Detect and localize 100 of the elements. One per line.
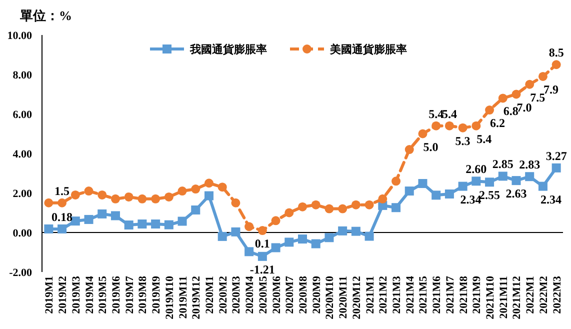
point	[338, 204, 348, 214]
point	[298, 202, 307, 212]
point	[512, 176, 521, 186]
point	[485, 178, 494, 187]
y-tick-label: 0.00	[12, 228, 32, 240]
point	[271, 216, 280, 226]
point	[418, 129, 428, 138]
y-tick-label: 8.00	[12, 70, 32, 82]
point	[552, 163, 561, 172]
point	[432, 121, 441, 130]
point	[178, 216, 187, 226]
point	[164, 220, 174, 230]
data-label: 3.27	[546, 148, 567, 163]
point	[98, 190, 107, 200]
point	[311, 239, 320, 248]
x-tick-label: 2021M7	[444, 276, 456, 314]
x-tick-label: 2019M7	[124, 276, 136, 314]
point	[178, 186, 187, 196]
point	[284, 238, 294, 247]
x-tick-label: 2020M4	[244, 276, 256, 314]
x-tick-label: 2019M4	[84, 276, 96, 314]
point	[498, 172, 508, 181]
x-tick-label: 2020M1	[204, 276, 216, 314]
point	[538, 182, 548, 191]
x-tick-label: 2020M10	[324, 276, 336, 320]
x-tick-label: 2021M9	[471, 276, 484, 314]
point	[392, 176, 401, 186]
point	[324, 204, 334, 214]
point	[124, 192, 134, 202]
point	[70, 190, 80, 200]
point	[324, 233, 334, 242]
point	[525, 172, 534, 182]
point	[311, 200, 320, 210]
data-label: 5.4	[442, 106, 457, 121]
data-label: 8.5	[548, 46, 564, 60]
point	[392, 203, 401, 212]
point	[84, 214, 94, 224]
x-tick-label: 2021M4	[404, 276, 416, 314]
data-label: 2.85	[492, 157, 514, 172]
data-label: 5.3	[455, 134, 470, 148]
x-tick-label: 2020M6	[270, 276, 283, 314]
x-tick-label: 2021M8	[458, 276, 470, 314]
data-label: -1.21	[250, 262, 275, 276]
data-label: 1.5	[54, 184, 70, 198]
point	[84, 186, 94, 196]
point	[258, 252, 267, 261]
x-tick-label: 2021M5	[418, 276, 430, 314]
point	[444, 189, 454, 198]
point	[404, 145, 414, 154]
x-tick-label: 2021M2	[378, 276, 390, 314]
point	[151, 194, 160, 204]
point	[164, 192, 174, 202]
point	[472, 121, 481, 130]
x-tick-label: 2020M7	[284, 276, 296, 314]
x-tick-label: 2020M11	[338, 276, 350, 319]
point	[298, 234, 307, 244]
x-tick-label: 2020M5	[257, 276, 270, 314]
point	[458, 123, 468, 132]
point	[204, 178, 214, 188]
point	[351, 200, 360, 210]
y-tick-label: 4.00	[12, 148, 32, 160]
x-tick-label: 2022M1	[524, 276, 537, 314]
y-tick-label: 2.00	[12, 188, 32, 200]
x-tick-label: 2019M6	[110, 276, 122, 314]
point	[485, 106, 494, 115]
x-tick-label: 2019M10	[164, 276, 176, 320]
point	[218, 232, 227, 241]
point	[110, 194, 120, 204]
point	[124, 220, 134, 230]
data-label: 2.60	[466, 162, 487, 176]
point	[418, 179, 428, 188]
x-tick-label: 2020M3	[230, 276, 243, 314]
point	[271, 243, 280, 252]
point	[498, 94, 508, 103]
point	[231, 198, 240, 208]
y-axis-title: 單位：%	[19, 8, 72, 23]
x-tick-label: 2019M3	[70, 276, 82, 314]
point	[191, 184, 200, 194]
x-tick-label: 2021M1	[364, 276, 376, 314]
point	[191, 205, 200, 214]
point	[525, 80, 534, 89]
point	[404, 186, 414, 196]
point	[110, 211, 120, 220]
x-tick-label: 2021M6	[431, 276, 444, 314]
point	[70, 216, 80, 226]
point	[284, 208, 294, 218]
x-tick-label: 2019M5	[97, 276, 110, 314]
x-tick-label: 2019M1	[44, 276, 56, 314]
point	[338, 226, 348, 236]
data-label: 0.1	[254, 236, 270, 251]
x-tick-label: 2022M3	[551, 276, 564, 314]
point	[378, 194, 388, 204]
x-tick-label: 2020M2	[217, 276, 230, 314]
data-label: 5.0	[423, 140, 438, 154]
point	[218, 182, 227, 192]
data-label: 5.4	[428, 106, 444, 121]
data-label: 6.2	[490, 116, 506, 130]
point	[204, 191, 214, 200]
point	[432, 190, 441, 200]
data-label: 2.63	[506, 186, 527, 201]
